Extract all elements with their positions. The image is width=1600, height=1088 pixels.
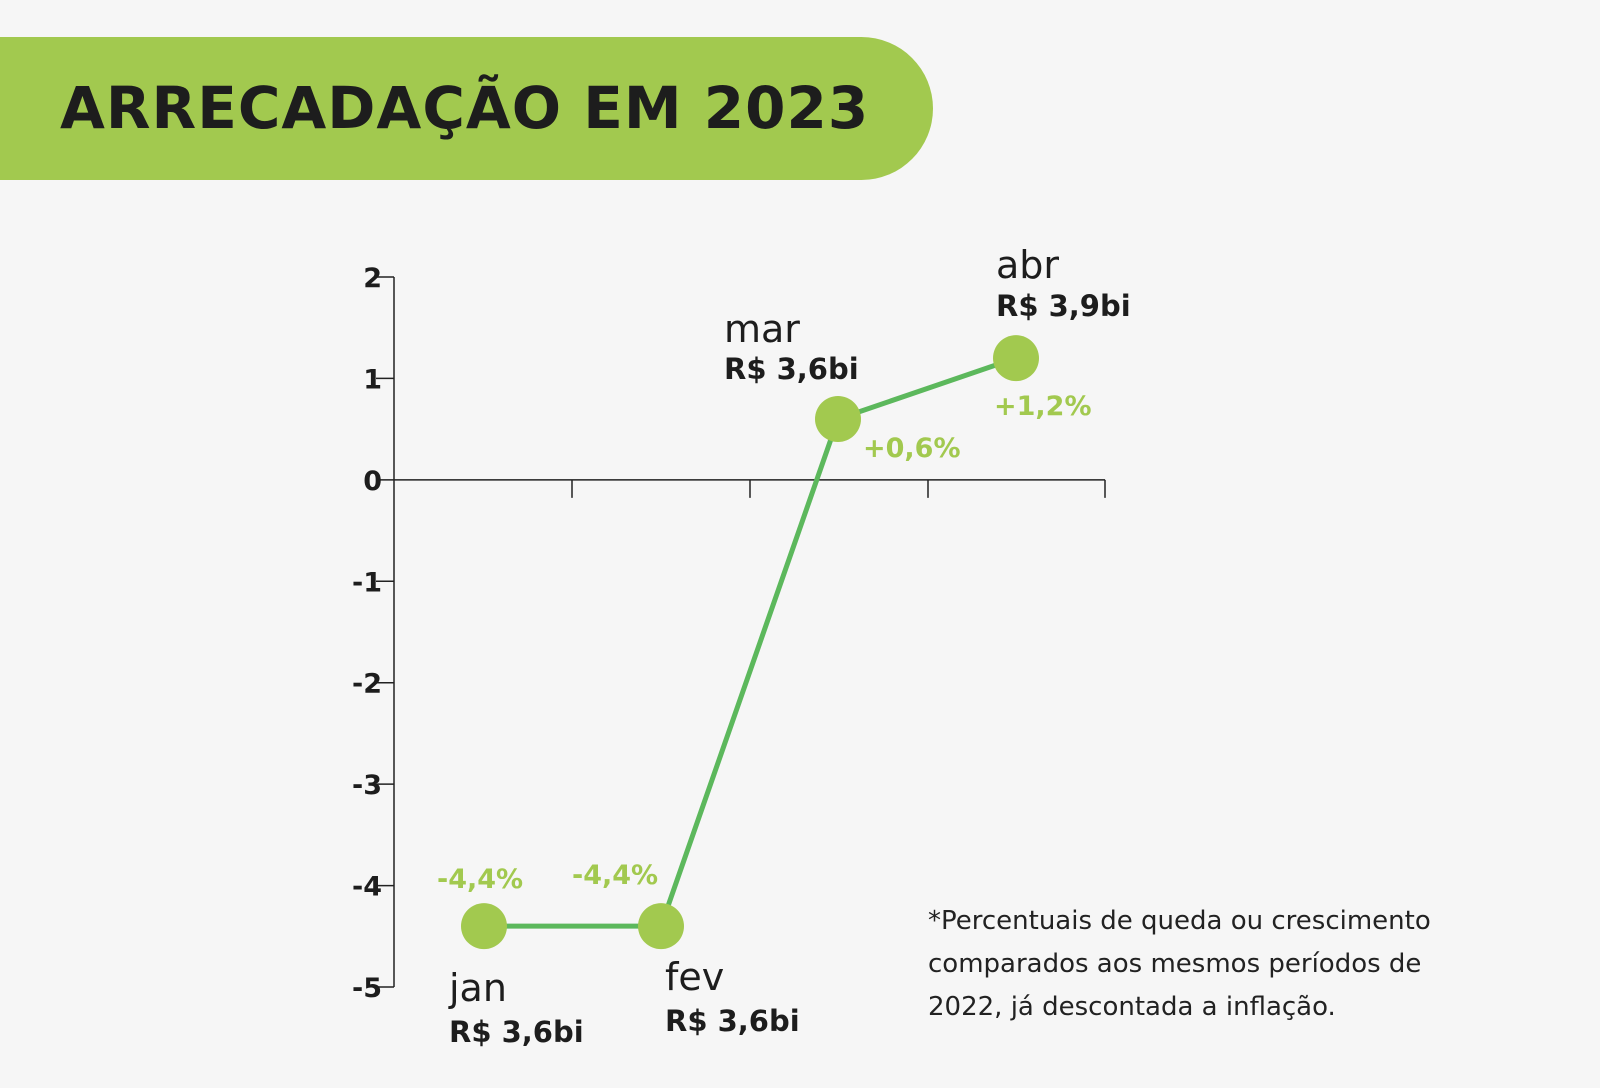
y-tick-labels: 2 1 0 -1 -2 -3 -4 -5 — [352, 263, 394, 1004]
month-label: fev — [665, 955, 724, 999]
footnote-line: *Percentuais de queda ou crescimento — [928, 906, 1431, 936]
y-tick-label: -3 — [352, 770, 382, 801]
y-tick-label: -4 — [352, 872, 382, 903]
amount-label: R$ 3,6bi — [724, 352, 859, 386]
data-labels: -4,4% jan R$ 3,6bi -4,4% fev R$ 3,6bi +0,6% mar… — [437, 243, 1131, 1049]
month-label: abr — [996, 243, 1059, 287]
data-point — [993, 335, 1039, 382]
amount-label: R$ 3,6bi — [449, 1015, 584, 1049]
amount-label: R$ 3,6bi — [665, 1004, 800, 1038]
chart-axes — [393, 277, 1106, 987]
month-label: mar — [724, 307, 800, 351]
footnote-line: comparados aos mesmos períodos de — [928, 949, 1422, 979]
amount-label: R$ 3,9bi — [996, 289, 1131, 323]
chart-title: ARRECADAÇÃO EM 2023 — [60, 74, 870, 142]
pct-label: -4,4% — [572, 860, 658, 891]
data-point — [815, 396, 861, 442]
y-tick-label: -2 — [352, 669, 382, 700]
pct-label: -4,4% — [437, 864, 523, 895]
data-point — [461, 903, 507, 950]
pct-label: +0,6% — [863, 433, 961, 464]
y-tick-label: 0 — [363, 466, 382, 497]
series-path — [484, 355, 1017, 929]
y-tick-label: 1 — [363, 364, 382, 395]
y-tick-label: -5 — [352, 973, 382, 1004]
data-markers — [461, 335, 1039, 950]
footnote: *Percentuais de queda ou crescimento com… — [928, 900, 1488, 1029]
series-line — [484, 355, 1017, 929]
data-point — [638, 903, 684, 950]
pct-label: +1,2% — [994, 391, 1092, 422]
month-label: jan — [448, 966, 507, 1010]
y-tick-label: -1 — [352, 567, 382, 598]
footnote-line: 2022, já descontada a inflação. — [928, 992, 1336, 1022]
title-banner: ARRECADAÇÃO EM 2023 — [0, 37, 933, 180]
y-tick-label: 2 — [363, 263, 382, 294]
